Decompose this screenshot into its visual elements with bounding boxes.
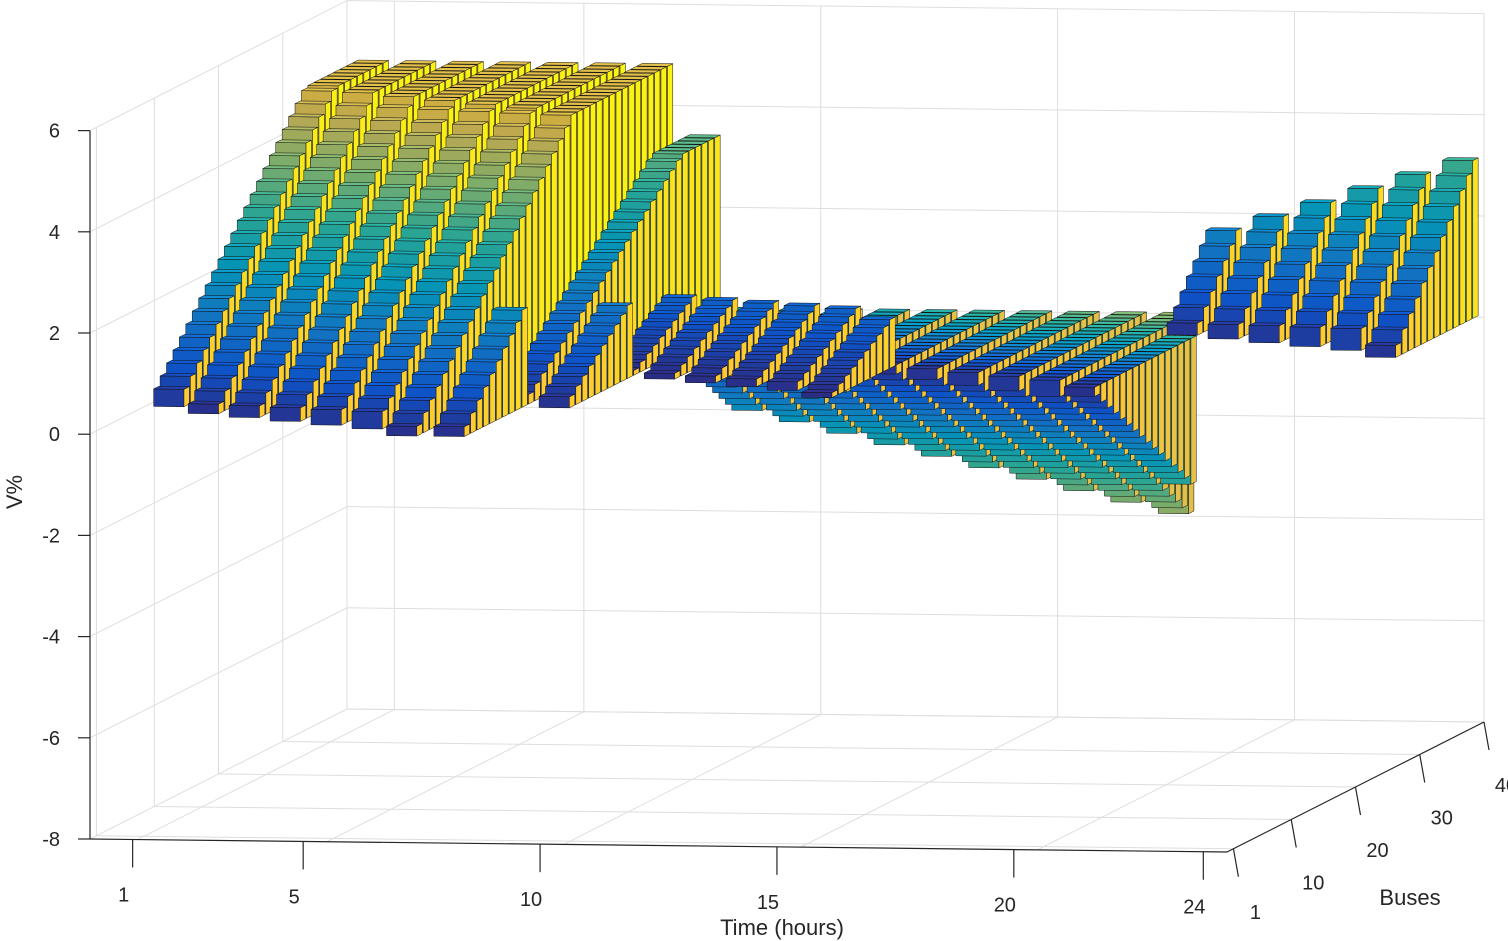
x-tick-label: 15 bbox=[757, 892, 779, 914]
z-tick-label: -4 bbox=[42, 627, 60, 649]
bar-h23-b30 bbox=[1330, 325, 1367, 351]
y-gridline bbox=[153, 98, 1292, 820]
z-gridline bbox=[89, 506, 1485, 638]
z-tick-label: -6 bbox=[42, 728, 60, 750]
y-tick bbox=[1232, 848, 1240, 877]
chart-bars bbox=[153, 59, 1479, 515]
z-tick-label: 2 bbox=[49, 323, 60, 345]
bar-h4-b5 bbox=[269, 404, 307, 422]
x-tick-label: 1 bbox=[118, 884, 129, 906]
z-axis-label: V% bbox=[2, 475, 27, 509]
bar-h14-b14 bbox=[801, 389, 838, 398]
bar-h18-b20 bbox=[1029, 376, 1066, 397]
bar-h21-b32 bbox=[1248, 322, 1285, 344]
bar-h7-b1 bbox=[386, 422, 423, 437]
y-tick-label: 10 bbox=[1302, 873, 1324, 895]
bar-h9-b10 bbox=[538, 393, 576, 409]
z-tick-label: -2 bbox=[42, 525, 60, 547]
chart-axes bbox=[78, 130, 1490, 880]
y-tick-label: 20 bbox=[1366, 840, 1388, 862]
x-axis-line bbox=[89, 838, 1228, 853]
y-tick bbox=[1483, 721, 1490, 751]
z-tick-label: 6 bbox=[49, 121, 60, 143]
bar-h15-b23 bbox=[906, 365, 943, 381]
bar-h19-b18 bbox=[1063, 383, 1101, 397]
bar-h2-b7 bbox=[187, 400, 225, 415]
bar-h6-b3 bbox=[351, 408, 388, 430]
x-tick-label: 5 bbox=[289, 886, 300, 908]
y-tick-label: 1 bbox=[1250, 902, 1261, 924]
x-tick-label: 24 bbox=[1183, 897, 1205, 919]
chart-labels: -8-6-4-202461510152024110203040 bbox=[42, 121, 1508, 924]
bar-h12-b17 bbox=[725, 375, 763, 387]
bar-h19-b34 bbox=[1166, 319, 1203, 336]
bar-h10-b19 bbox=[644, 369, 681, 380]
bar-h22-b31 bbox=[1289, 323, 1326, 347]
z-tick-label: 0 bbox=[49, 424, 60, 446]
x-gridline bbox=[1226, 13, 1485, 853]
bar-h5-b4 bbox=[310, 406, 347, 426]
bar-h24-b28 bbox=[1365, 341, 1402, 358]
bar-h13-b16 bbox=[766, 378, 804, 391]
x-axis-label: Time (hours) bbox=[720, 915, 844, 940]
y-tick-label: 40 bbox=[1495, 775, 1508, 797]
bar-h20-b33 bbox=[1207, 321, 1244, 340]
z-tick-label: 4 bbox=[49, 222, 60, 244]
bar-h16-b22 bbox=[947, 369, 984, 386]
y-tick bbox=[1290, 819, 1297, 848]
x-tick-label: 20 bbox=[994, 895, 1016, 917]
x-tick-label: 10 bbox=[520, 889, 542, 911]
z-gridline bbox=[89, 607, 1485, 739]
bar-h17-b21 bbox=[988, 373, 1025, 392]
bar-h8-b1 bbox=[433, 423, 470, 437]
bar-h3-b6 bbox=[228, 402, 266, 418]
y-tick bbox=[1354, 786, 1362, 816]
y-tick-label: 30 bbox=[1431, 808, 1453, 830]
z-tick-label: -8 bbox=[42, 829, 60, 851]
y-axis-label: Buses bbox=[1379, 885, 1440, 910]
bar-h1-b9 bbox=[153, 385, 190, 408]
y-gridline bbox=[95, 127, 1234, 850]
bar-h11-b18 bbox=[684, 372, 722, 384]
y-tick bbox=[1419, 754, 1426, 783]
z-gridline bbox=[89, 404, 1485, 536]
